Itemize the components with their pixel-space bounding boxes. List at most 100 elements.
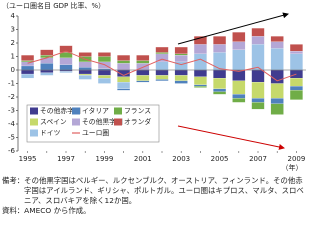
bar-segment xyxy=(136,69,150,76)
bar-segment xyxy=(174,46,188,54)
bar-segment xyxy=(213,77,227,89)
bar-segment xyxy=(270,83,284,99)
y-tick-label: 3 xyxy=(11,26,15,34)
bar-segment xyxy=(136,75,150,81)
x-tick-label: 2005 xyxy=(211,155,229,163)
bar-segment xyxy=(117,76,131,83)
bar-segment xyxy=(270,69,284,84)
page: （ユーロ圏名目 GDP 比率、%） （年） 4 3 2 1 0 -1 -2 -3 -4 -5 -6 1… xyxy=(2,1,306,216)
bar-segment xyxy=(289,77,303,87)
bar-segment xyxy=(155,69,169,76)
bar-segment xyxy=(78,52,92,57)
bar-segment xyxy=(232,94,246,99)
source: 資料：AMECO から作成。 xyxy=(2,206,91,215)
bar-segment xyxy=(174,55,188,63)
bar-segment xyxy=(40,69,54,73)
legend-swatch xyxy=(30,107,38,115)
bar-segment xyxy=(21,73,35,79)
trend-arrow xyxy=(177,125,285,150)
trend-arrow xyxy=(177,12,289,45)
bar-segment xyxy=(117,82,131,90)
legend-swatch xyxy=(114,107,122,115)
bar-segment xyxy=(251,98,265,103)
x-tick-label: 2009 xyxy=(287,155,305,163)
bar-segment xyxy=(136,55,150,61)
y-tick-label: -3 xyxy=(8,107,15,115)
bar-segment xyxy=(193,36,207,45)
bar-segment xyxy=(136,80,150,83)
legend-label: フランス xyxy=(124,107,151,115)
x-tick-label: 1997 xyxy=(57,155,75,163)
x-tick-label: 1995 xyxy=(19,155,37,163)
bar-segment xyxy=(289,90,303,100)
legend-swatch xyxy=(30,129,38,137)
bar-segment xyxy=(232,98,246,103)
bar-segment xyxy=(155,52,169,54)
bar-segment xyxy=(251,44,265,71)
bar-segment xyxy=(251,82,265,99)
y-tick-label: 4 xyxy=(11,12,16,20)
bar-segment xyxy=(270,103,284,115)
bar-segment xyxy=(155,46,169,53)
legend-label: ドイツ xyxy=(40,129,61,137)
legend-swatch xyxy=(30,118,38,126)
bar-segment xyxy=(40,72,54,76)
legend-box xyxy=(26,104,160,143)
bar-segment xyxy=(97,77,111,84)
bar-segment xyxy=(174,69,188,76)
bar-segment xyxy=(40,63,54,71)
bar-segment xyxy=(289,53,303,71)
chart: （ユーロ圏名目 GDP 比率、%） （年） 43210-1-2-3-4-5-61… xyxy=(2,1,306,172)
notes: 備考：その他黒字国はベルギー、ルクセンブルク、オーストリア、フィンランド。その他… xyxy=(2,176,306,216)
y-tick-label: -6 xyxy=(8,147,16,155)
bar-segment xyxy=(78,61,92,68)
legend-label: オランダ xyxy=(124,117,151,126)
y-tick-label: 1 xyxy=(11,53,15,61)
bar-segment xyxy=(213,44,227,53)
bar-segment xyxy=(59,45,73,53)
bar-segment xyxy=(193,84,207,87)
bar-segment xyxy=(21,55,35,61)
y-tick-label: -2 xyxy=(8,93,15,101)
bar-segment xyxy=(251,36,265,45)
bar-segment xyxy=(117,60,131,64)
bar-segment xyxy=(40,49,54,56)
bar-segment xyxy=(59,71,73,73)
y-tick-label: 0 xyxy=(11,66,15,74)
x-tick-label: 2003 xyxy=(172,155,190,163)
bar-segment xyxy=(174,75,188,81)
legend-swatch xyxy=(72,107,80,115)
bar-segment xyxy=(21,65,35,71)
y-tick-label: -5 xyxy=(8,134,15,142)
bar-segment xyxy=(21,69,35,75)
bar-segment xyxy=(232,41,246,50)
x-tick-label: 2007 xyxy=(249,155,267,163)
bar-segment xyxy=(213,91,227,95)
bar-segment xyxy=(251,102,265,110)
legend-swatch xyxy=(72,118,80,126)
legend-label: その他黒字国 xyxy=(82,117,123,126)
bar-segment xyxy=(155,75,169,80)
bar-segment xyxy=(289,44,303,52)
bar-segment xyxy=(213,69,227,79)
line-series xyxy=(27,50,297,82)
bar-segment xyxy=(193,44,207,54)
bar-segment xyxy=(97,75,111,79)
bar-segment xyxy=(78,67,92,71)
bar-segment xyxy=(155,61,169,71)
bar-segment xyxy=(174,80,188,84)
bar-segment xyxy=(97,69,111,76)
bar-segment xyxy=(289,86,303,91)
bar-segment xyxy=(289,50,303,54)
bar-segment xyxy=(251,28,265,37)
bar-segment xyxy=(270,98,284,104)
bar-segment xyxy=(78,73,92,76)
bar-segment xyxy=(59,64,73,71)
legend-label: その他赤字国 xyxy=(40,106,81,115)
bar-segment xyxy=(232,80,246,95)
bar-segment xyxy=(117,88,131,91)
bar-segment xyxy=(97,52,111,57)
legend-swatch xyxy=(114,118,122,126)
bar-segment xyxy=(59,57,73,65)
bar-segment xyxy=(270,36,284,42)
